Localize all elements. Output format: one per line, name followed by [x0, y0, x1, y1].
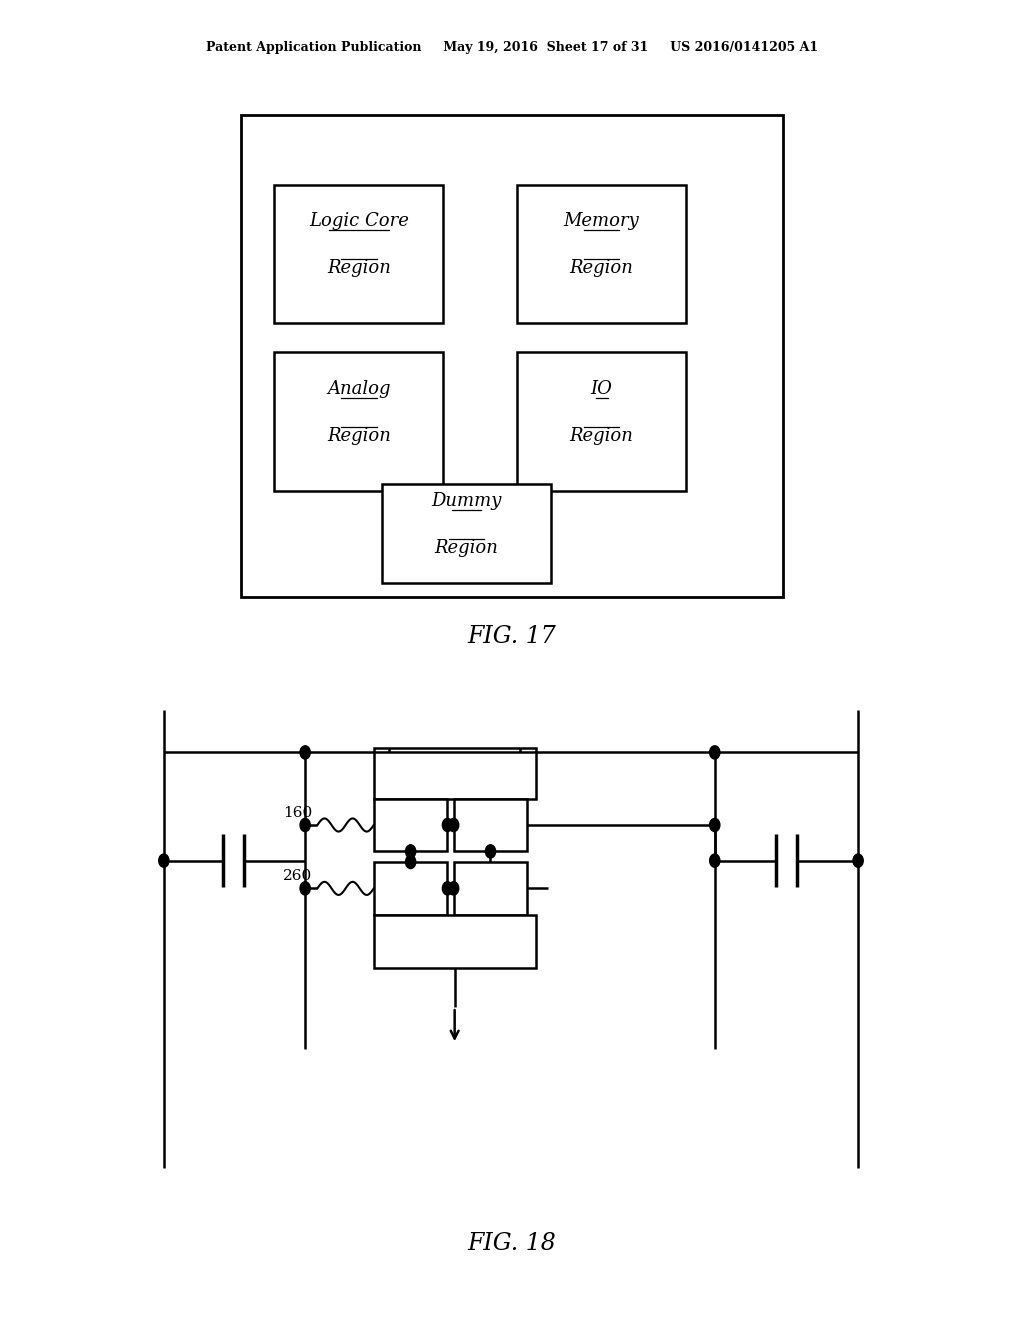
Text: 160: 160: [283, 805, 312, 820]
Circle shape: [300, 818, 310, 832]
Circle shape: [710, 818, 720, 832]
Text: Region: Region: [434, 539, 499, 557]
Circle shape: [300, 882, 310, 895]
Bar: [382, 484, 551, 583]
Text: FIG. 18: FIG. 18: [468, 1232, 556, 1255]
Circle shape: [406, 845, 416, 858]
Bar: [374, 862, 447, 915]
Text: 260: 260: [283, 869, 312, 883]
Circle shape: [442, 818, 453, 832]
Bar: [374, 748, 536, 799]
Text: Region: Region: [327, 428, 391, 445]
Circle shape: [853, 854, 863, 867]
Text: Patent Application Publication     May 19, 2016  Sheet 17 of 31     US 2016/0141: Patent Application Publication May 19, 2…: [206, 41, 818, 54]
Bar: [517, 185, 686, 323]
Text: Region: Region: [569, 260, 634, 277]
Bar: [454, 799, 527, 851]
Circle shape: [449, 882, 459, 895]
Bar: [374, 799, 447, 851]
Bar: [274, 185, 443, 323]
Circle shape: [406, 855, 416, 869]
Circle shape: [159, 854, 169, 867]
Circle shape: [485, 845, 496, 858]
Circle shape: [300, 746, 310, 759]
Circle shape: [449, 818, 459, 832]
Text: FIG. 17: FIG. 17: [468, 624, 556, 648]
Text: Region: Region: [569, 428, 634, 445]
Bar: [274, 352, 443, 491]
Text: Dummy: Dummy: [431, 492, 502, 510]
Text: Memory: Memory: [564, 213, 639, 230]
Bar: [374, 915, 536, 968]
Circle shape: [710, 854, 720, 867]
Bar: [517, 352, 686, 491]
Text: Analog: Analog: [327, 380, 391, 399]
Text: IO: IO: [591, 380, 612, 399]
Text: Logic Core: Logic Core: [309, 213, 409, 230]
Circle shape: [710, 746, 720, 759]
Bar: [241, 115, 783, 597]
Bar: [454, 862, 527, 915]
Circle shape: [442, 882, 453, 895]
Text: Region: Region: [327, 260, 391, 277]
